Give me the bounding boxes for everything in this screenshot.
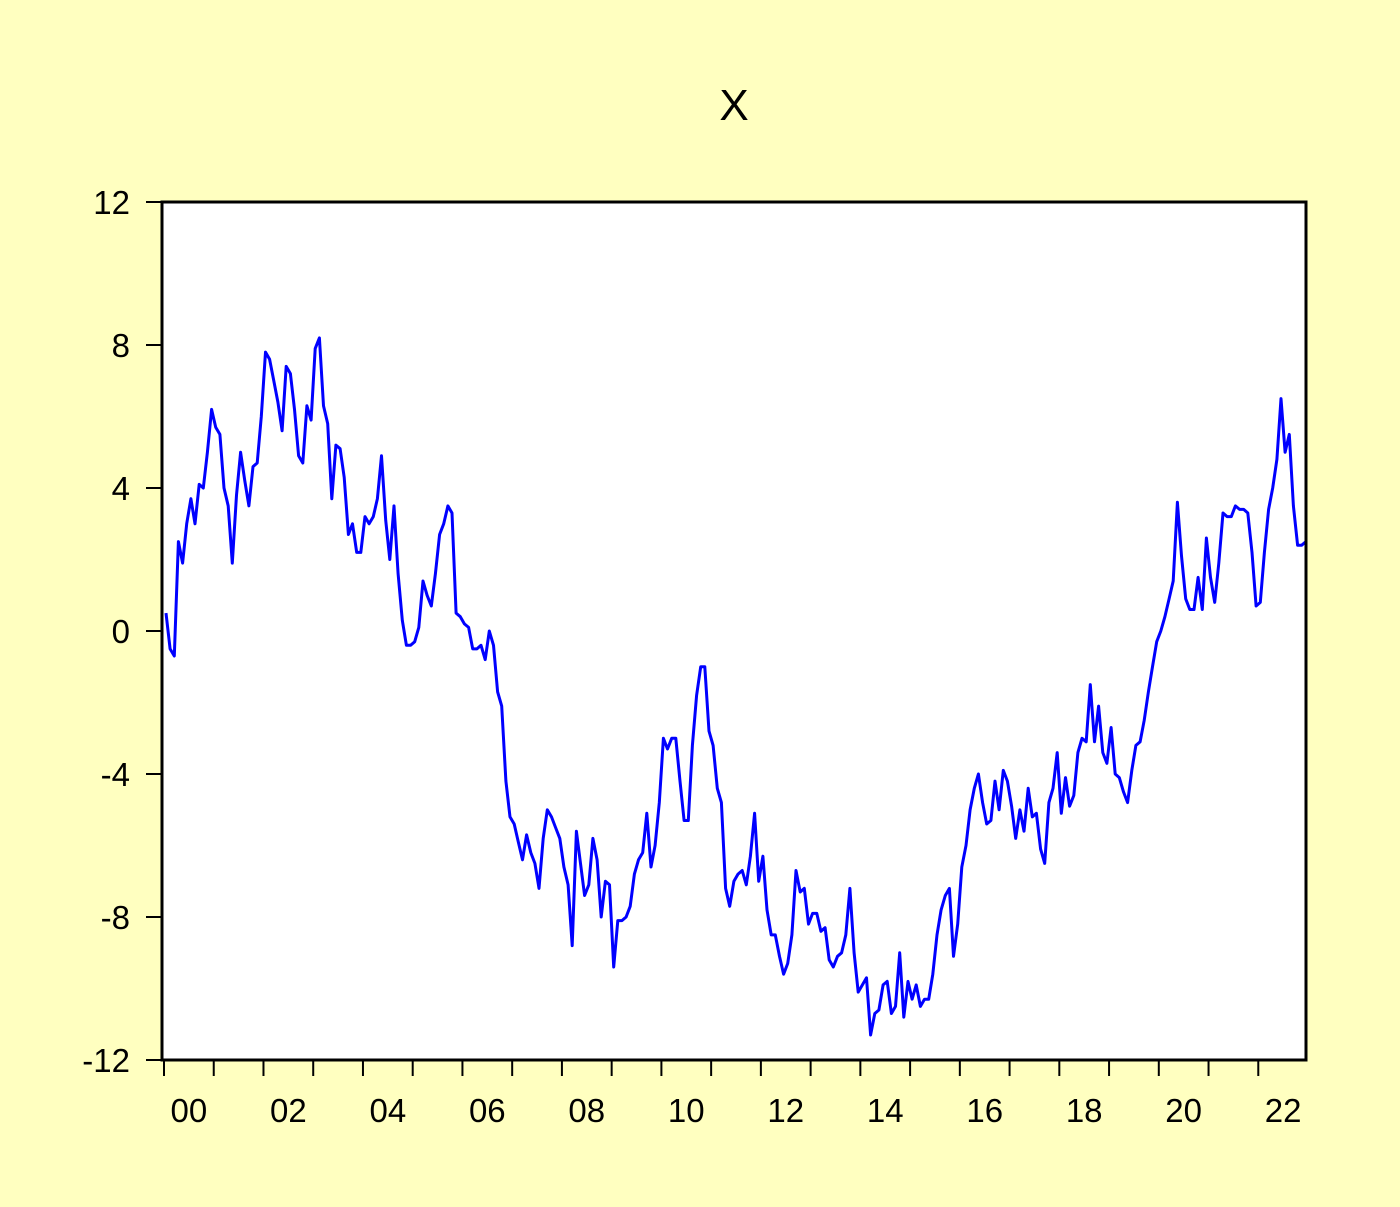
y-tick-label: -12: [82, 1042, 130, 1079]
y-tick-label: -4: [101, 756, 130, 793]
y-tick-label: 0: [112, 613, 130, 650]
chart-title: X: [719, 81, 748, 130]
x-tick-label: 22: [1265, 1092, 1302, 1129]
series-line: [164, 336, 1307, 1037]
x-tick-label: 02: [270, 1092, 307, 1129]
plot-area: [162, 202, 1306, 1060]
x-tick-label: 08: [568, 1092, 605, 1129]
y-tick-label: 4: [112, 470, 130, 507]
x-tick-label: 18: [1066, 1092, 1103, 1129]
plot-frame: [160, 200, 1308, 1062]
x-tick-label: 20: [1165, 1092, 1202, 1129]
y-tick-label: -8: [101, 899, 130, 936]
x-tick-label: 14: [867, 1092, 904, 1129]
x-tick-label: 12: [767, 1092, 804, 1129]
x-tick-label: 04: [369, 1092, 406, 1129]
series-layer: [164, 336, 1307, 1037]
x-tick-label: 00: [171, 1092, 208, 1129]
x-tick-label: 10: [668, 1092, 705, 1129]
x-tick-label: 06: [469, 1092, 506, 1129]
x-axis: 00 02 04 06 08 10 12 14 16 18 20 22: [163, 1060, 1302, 1129]
x-tick-label: 16: [966, 1092, 1003, 1129]
y-tick-label: 12: [93, 184, 130, 221]
y-axis: 12 8 4 0 -4 -8 -12: [82, 184, 162, 1079]
y-tick-label: 8: [112, 327, 130, 364]
